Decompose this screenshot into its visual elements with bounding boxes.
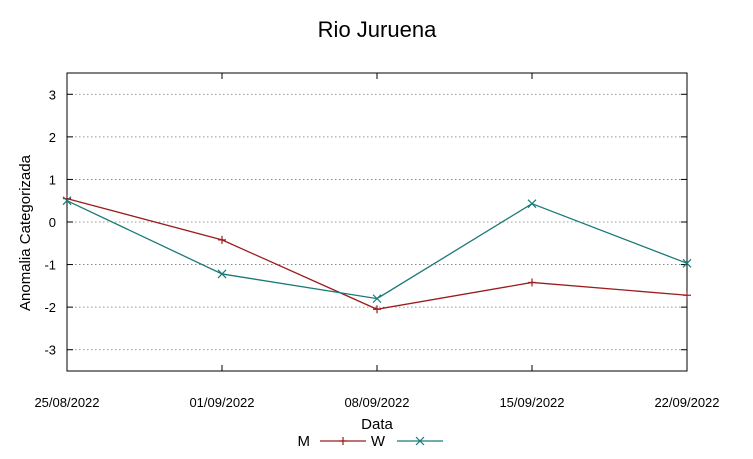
legend-marker-W-d2 — [415, 436, 425, 446]
data-point-M — [218, 235, 226, 244]
series-line-M — [66, 197, 688, 310]
x-tick-label: 08/09/2022 — [344, 395, 409, 410]
data-point-W — [62, 196, 72, 206]
y-axis: 3 2 1 0 -1 -2 -3 — [44, 87, 687, 358]
x-tick-label: 15/09/2022 — [499, 395, 564, 410]
data-point-W — [372, 294, 382, 304]
x-tick-label: 25/08/2022 — [34, 395, 99, 410]
y-tick-label: -2 — [44, 300, 56, 315]
y-tick-label: 1 — [49, 172, 56, 187]
data-point-W-d2 — [62, 196, 72, 206]
y-tick-label: 3 — [49, 87, 56, 102]
x-tick-label: 22/09/2022 — [654, 395, 719, 410]
data-point-W-d2 — [682, 258, 692, 268]
y-tick-label: 2 — [49, 130, 56, 145]
data-point-M — [683, 291, 691, 300]
chart-title: Rio Juruena — [318, 17, 437, 42]
grid-lines — [67, 93, 687, 351]
x-axis-title: Data — [361, 416, 393, 433]
data-point-M — [528, 278, 536, 287]
x-axis: 25/08/2022 01/09/2022 08/09/2022 15/09/2022… — [34, 73, 720, 410]
data-point-W-d2 — [217, 269, 227, 279]
legend-marker-W — [415, 436, 425, 446]
x-tick-label: 01/09/2022 — [189, 395, 254, 410]
series-line-W — [66, 200, 688, 300]
series-layer — [62, 194, 692, 314]
y-tick-label: -3 — [44, 343, 56, 358]
data-point-W — [217, 269, 227, 279]
legend-marker-M — [339, 437, 347, 445]
y-tick-label: -1 — [44, 258, 56, 273]
data-point-W-d2 — [527, 199, 537, 209]
data-point-W — [527, 199, 537, 209]
legend-label-M: M — [298, 433, 311, 450]
data-point-M — [373, 305, 381, 314]
y-tick-label: 0 — [49, 215, 56, 230]
legend-label-W: W — [371, 433, 386, 450]
data-point-W-d2 — [372, 294, 382, 304]
y-axis-title: Anomalia Categorizada — [17, 154, 34, 311]
data-point-W — [682, 258, 692, 268]
